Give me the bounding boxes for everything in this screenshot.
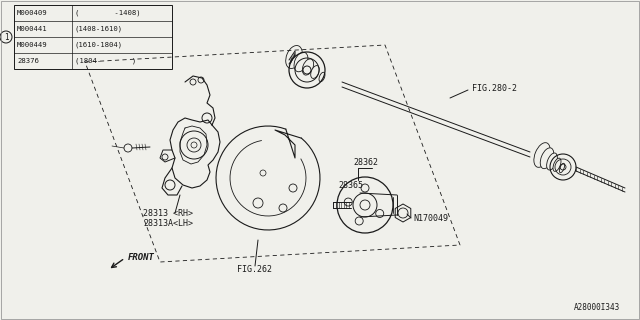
Text: M000441: M000441 <box>17 26 47 32</box>
Text: M000449: M000449 <box>17 42 47 48</box>
Text: N170049: N170049 <box>413 213 448 222</box>
Text: (1610-1804): (1610-1804) <box>75 42 123 48</box>
Text: (        -1408): ( -1408) <box>75 10 141 16</box>
Text: A28000I343: A28000I343 <box>573 303 620 312</box>
Ellipse shape <box>553 158 561 171</box>
Text: 1: 1 <box>4 33 8 42</box>
Text: (1804-       ): (1804- ) <box>75 58 136 64</box>
Text: (1408-1610): (1408-1610) <box>75 26 123 32</box>
Ellipse shape <box>319 72 325 82</box>
Text: M000409: M000409 <box>17 10 47 16</box>
Ellipse shape <box>302 59 314 75</box>
Text: FIG.280-2: FIG.280-2 <box>472 84 517 92</box>
Text: FIG.262: FIG.262 <box>237 266 273 275</box>
Text: 28362: 28362 <box>353 157 378 166</box>
Ellipse shape <box>547 153 557 170</box>
Text: 28313A<LH>: 28313A<LH> <box>143 219 193 228</box>
Bar <box>14 5 172 69</box>
Ellipse shape <box>534 143 550 167</box>
Text: 28365: 28365 <box>338 180 363 189</box>
Ellipse shape <box>310 66 319 78</box>
Ellipse shape <box>540 148 554 169</box>
Ellipse shape <box>559 163 564 173</box>
Ellipse shape <box>285 45 302 68</box>
Text: 28376: 28376 <box>17 58 39 64</box>
Text: FRONT: FRONT <box>128 252 155 261</box>
Ellipse shape <box>294 52 308 72</box>
Text: 28313 <RH>: 28313 <RH> <box>143 209 193 218</box>
